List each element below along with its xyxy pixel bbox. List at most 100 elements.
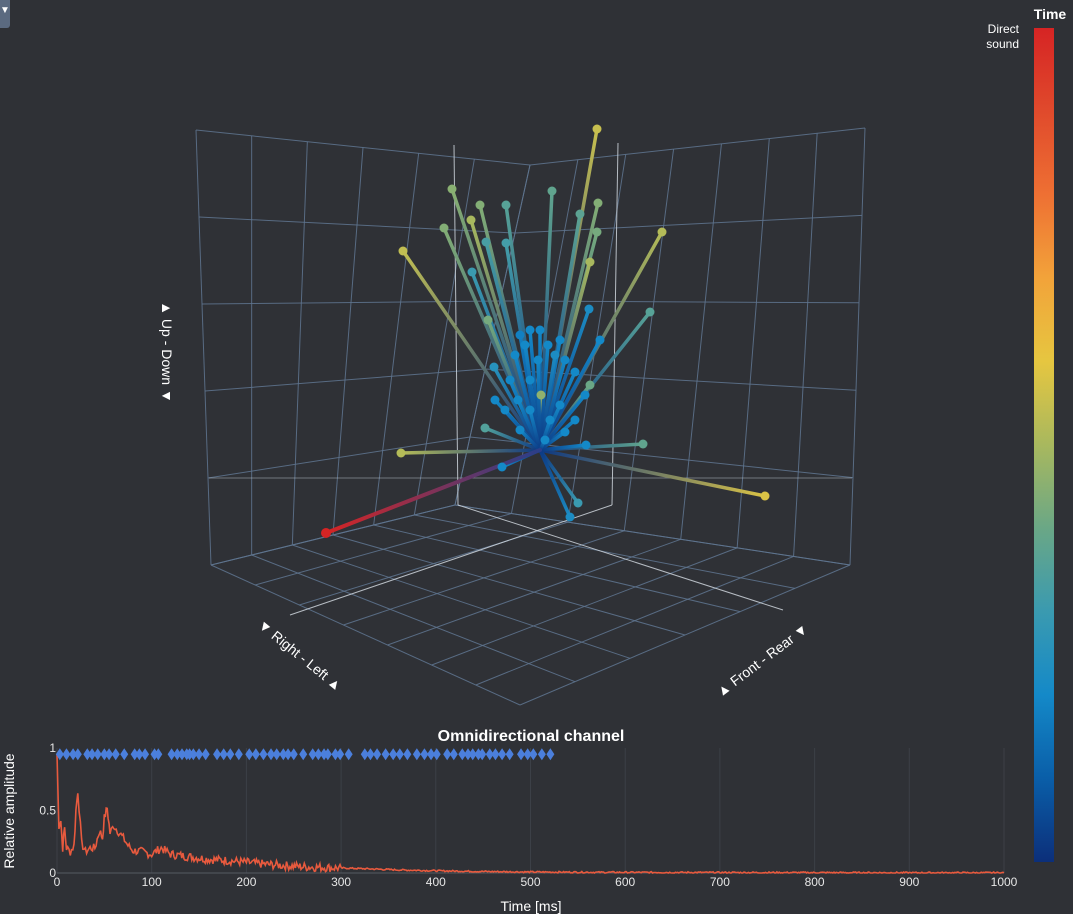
reflections-3d-scene[interactable]: [195, 124, 866, 706]
reflection-marker[interactable]: [336, 748, 345, 761]
x-tick-label: 300: [331, 875, 351, 889]
reflection-point: [481, 237, 491, 247]
reflection-marker[interactable]: [529, 748, 538, 761]
reflection-point: [760, 491, 770, 501]
reflection-marker[interactable]: [432, 748, 441, 761]
reflection-marker[interactable]: [463, 748, 472, 761]
reflection-marker[interactable]: [219, 748, 228, 761]
reflection-marker[interactable]: [537, 748, 546, 761]
reflection-marker[interactable]: [323, 748, 332, 761]
reflection-marker[interactable]: [284, 748, 293, 761]
reflection-marker[interactable]: [189, 748, 198, 761]
reflection-marker[interactable]: [381, 748, 390, 761]
reflection-marker[interactable]: [259, 748, 268, 761]
reflection-marker[interactable]: [505, 748, 514, 761]
reflection-marker[interactable]: [93, 748, 102, 761]
reflection-marker[interactable]: [73, 748, 82, 761]
reflection-points: [321, 124, 770, 538]
reflection-marker[interactable]: [154, 748, 163, 761]
reflection-marker[interactable]: [213, 748, 222, 761]
reflection-point: [580, 390, 590, 400]
reflection-point: [513, 395, 523, 405]
colorbar-title: Time: [1034, 6, 1067, 22]
reflection-marker[interactable]: [373, 748, 382, 761]
reflection-marker[interactable]: [62, 748, 71, 761]
reflection-marker[interactable]: [491, 748, 500, 761]
reflection-marker[interactable]: [360, 748, 369, 761]
reflection-marker[interactable]: [546, 748, 555, 761]
reflection-marker[interactable]: [314, 748, 323, 761]
reflection-marker[interactable]: [395, 748, 404, 761]
reflection-marker[interactable]: [403, 748, 412, 761]
reflection-marker[interactable]: [498, 748, 507, 761]
reflection-point: [555, 335, 565, 345]
reflection-marker[interactable]: [344, 748, 353, 761]
reflection-point: [535, 325, 545, 335]
reflection-marker[interactable]: [69, 748, 78, 761]
reflection-marker[interactable]: [299, 748, 308, 761]
reflection-marker[interactable]: [226, 748, 235, 761]
reflection-point: [501, 200, 511, 210]
reflection-point: [555, 400, 565, 410]
omni-chart[interactable]: Omnidirectional channel 00.51 0 100 200 300…: [1, 728, 1018, 914]
reflection-marker[interactable]: [130, 748, 139, 761]
reflection-marker[interactable]: [201, 748, 210, 761]
reflection-marker[interactable]: [55, 748, 64, 761]
reflection-point: [595, 335, 605, 345]
colorbar-gradient: [1034, 28, 1054, 862]
reflection-point: [575, 209, 585, 219]
reflection-marker[interactable]: [412, 748, 421, 761]
reflection-marker[interactable]: [141, 748, 150, 761]
reflection-marker[interactable]: [427, 748, 436, 761]
reflection-marker[interactable]: [111, 748, 120, 761]
reflection-marker[interactable]: [267, 748, 276, 761]
reflection-point: [550, 350, 560, 360]
reflection-marker[interactable]: [331, 748, 340, 761]
direct-sound-line: [324, 448, 542, 535]
reflection-marker[interactable]: [135, 748, 144, 761]
reflection-line: [536, 358, 542, 452]
reflection-marker[interactable]: [195, 748, 204, 761]
x-tick-label: 700: [710, 875, 730, 889]
reflection-point: [525, 375, 535, 385]
reflection-point: [581, 440, 591, 450]
reflection-marker[interactable]: [523, 748, 532, 761]
reflection-line: [538, 448, 572, 519]
colorbar-top-label-line2: sound: [986, 37, 1019, 51]
reflection-marker[interactable]: [420, 748, 429, 761]
reflection-marker[interactable]: [83, 748, 92, 761]
reflection-marker[interactable]: [517, 748, 526, 761]
reflection-marker[interactable]: [449, 748, 458, 761]
reflection-line: [528, 408, 542, 452]
reflection-marker[interactable]: [251, 748, 260, 761]
reflection-marker[interactable]: [308, 748, 317, 761]
reflection-marker[interactable]: [167, 748, 176, 761]
reflection-marker[interactable]: [234, 748, 243, 761]
reflection-marker[interactable]: [478, 748, 487, 761]
reflection-marker[interactable]: [272, 748, 281, 761]
direct-sound-point: [321, 528, 331, 538]
reflection-point: [497, 462, 507, 472]
reflection-marker[interactable]: [100, 748, 109, 761]
reflection-point: [585, 380, 595, 390]
reflection-marker[interactable]: [173, 748, 182, 761]
reflection-marker[interactable]: [178, 748, 187, 761]
reflection-point: [570, 415, 580, 425]
reflection-marker[interactable]: [279, 748, 288, 761]
reflection-point: [536, 390, 546, 400]
reflection-marker[interactable]: [458, 748, 467, 761]
menu-toggle-button[interactable]: ▼: [0, 0, 10, 28]
reflection-line: [523, 343, 542, 452]
reflection-marker[interactable]: [389, 748, 398, 761]
reflection-point: [501, 238, 511, 248]
reflection-marker[interactable]: [485, 748, 494, 761]
reflection-marker[interactable]: [468, 748, 477, 761]
x-tick-label: 1000: [991, 875, 1018, 889]
reflection-marker[interactable]: [366, 748, 375, 761]
reflection-marker[interactable]: [105, 748, 114, 761]
reflection-marker[interactable]: [120, 748, 129, 761]
reflection-marker[interactable]: [443, 748, 452, 761]
reflection-marker[interactable]: [245, 748, 254, 761]
reflection-marker[interactable]: [88, 748, 97, 761]
reflection-marker[interactable]: [289, 748, 298, 761]
